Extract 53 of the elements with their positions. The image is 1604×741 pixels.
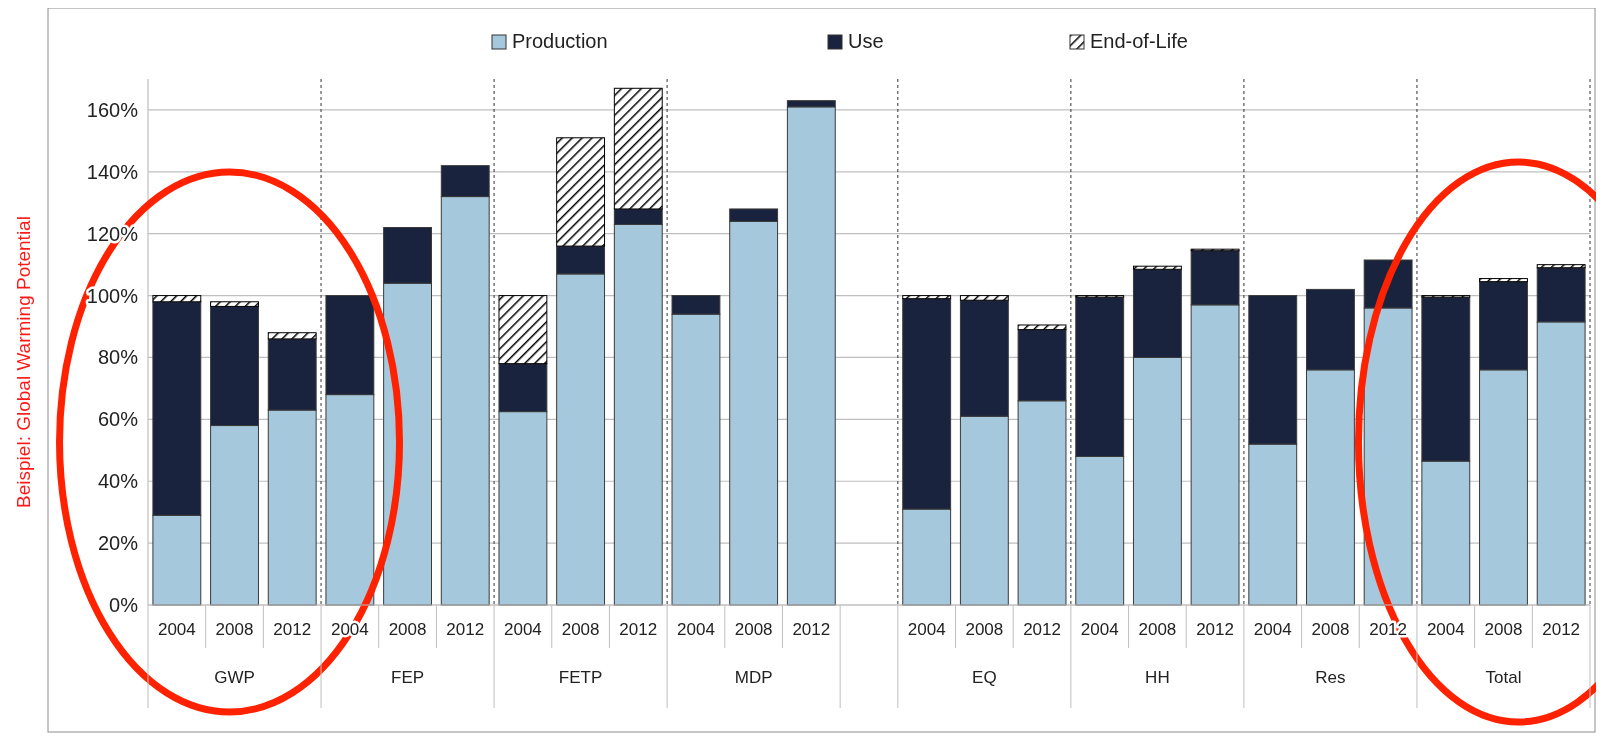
y-axis-title: Beispiel: Global Warming Potential (13, 216, 34, 508)
bar (152, 295, 202, 303)
bar (1017, 324, 1067, 331)
text: EQ (972, 668, 997, 687)
bar (959, 295, 1009, 301)
x-tick-label: 2012 (792, 620, 831, 639)
bar (556, 137, 606, 247)
x-tick-label: 2004 (1253, 620, 1292, 639)
legend-label: Production (512, 30, 608, 52)
x-tick-label: 2008 (1138, 620, 1177, 639)
x-tick-label: 2008 (561, 620, 600, 639)
text: GWP (214, 668, 255, 687)
bar (498, 295, 548, 365)
bar (613, 87, 663, 210)
x-tick-label: 2008 (1311, 620, 1350, 639)
x-tick-label: 2012 (273, 620, 312, 639)
x-tick-label: 2004 (504, 620, 542, 639)
bar (210, 301, 259, 307)
text: FETP (558, 668, 603, 687)
y-tick-label: 0% (109, 594, 139, 616)
text: FEP (391, 668, 425, 687)
text: Total (1485, 668, 1522, 687)
y-tick-label: 20% (97, 532, 139, 555)
y-tick-label: 160% (86, 98, 139, 121)
x-tick-label: 2008 (215, 620, 254, 639)
x-tick-label: 2004 (1426, 620, 1465, 639)
x-tick-label: 2004 (907, 620, 946, 639)
x-tick-label: 2012 (1542, 620, 1581, 639)
x-tick-label: 2004 (677, 620, 715, 639)
x-tick-label: 2004 (1080, 620, 1119, 639)
y-tick-label: 80% (97, 346, 139, 369)
bar (1479, 278, 1528, 283)
text: Res (1315, 668, 1346, 687)
legend-label: Use (848, 30, 884, 52)
x-tick-label: 2012 (1196, 620, 1234, 639)
bar (267, 332, 317, 340)
x-tick-label: 2012 (446, 620, 485, 639)
bar (1132, 265, 1182, 270)
bar (902, 295, 952, 300)
text: HH (1145, 668, 1170, 687)
y-tick-label: 140% (86, 160, 139, 183)
text: MDP (734, 668, 773, 687)
legend-label: End-of-Life (1090, 30, 1188, 52)
x-tick-label: 2008 (388, 620, 427, 639)
x-tick-label: 2004 (157, 620, 196, 639)
x-tick-label: 2008 (965, 620, 1004, 639)
y-tick-label: 40% (97, 470, 139, 493)
bar (1536, 264, 1586, 269)
x-tick-label: 2008 (1484, 620, 1523, 639)
x-tick-label: 2012 (1023, 620, 1061, 639)
y-tick-label: 60% (97, 408, 139, 431)
x-tick-label: 2008 (734, 620, 773, 639)
x-tick-label: 2012 (619, 620, 658, 639)
